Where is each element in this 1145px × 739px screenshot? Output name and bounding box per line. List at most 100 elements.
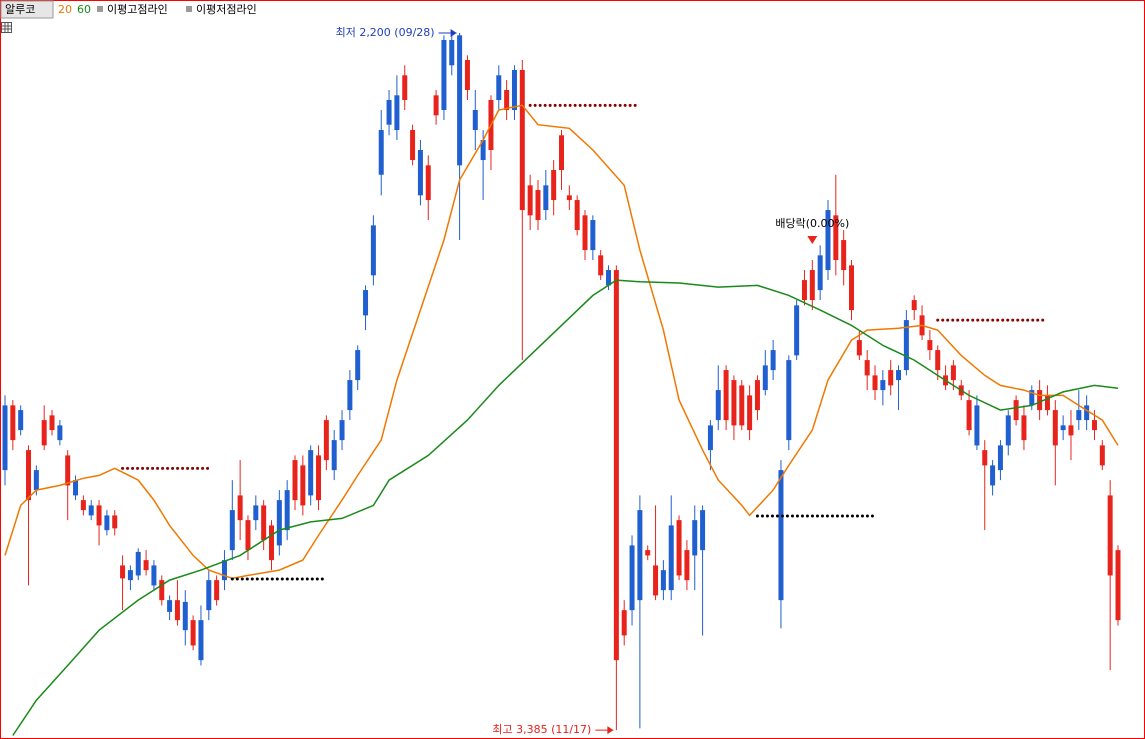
candle-body [308, 450, 314, 496]
candle-body [543, 185, 549, 211]
annotation-arrowhead [607, 726, 614, 735]
candle-body [88, 505, 94, 516]
candle-body [668, 525, 674, 591]
candle-body [1044, 395, 1050, 411]
candle-body [731, 380, 737, 426]
candle-body [49, 415, 55, 431]
candle-body [880, 380, 886, 391]
table-icon-frame[interactable] [1, 22, 12, 33]
candle-body [841, 240, 847, 271]
candle-body [535, 190, 541, 221]
candle-body [817, 255, 823, 291]
candle-body [653, 565, 659, 596]
candle-body [276, 500, 282, 546]
candle-body [417, 150, 423, 196]
candle-body [2, 405, 8, 471]
legend-ma: 20 [58, 3, 72, 16]
candle-body [323, 420, 329, 461]
candle-body [1107, 495, 1113, 576]
moving-average-line [12, 279, 1119, 736]
candle-body [700, 510, 706, 551]
candle-body [425, 165, 431, 201]
candle-body [864, 360, 870, 376]
candle-body [559, 135, 564, 171]
candle-body [590, 220, 596, 251]
candle-body [135, 551, 141, 576]
table-icon[interactable] [1, 22, 12, 33]
candle-body [1029, 390, 1035, 406]
candle-body [927, 340, 933, 351]
candle-body [676, 520, 682, 576]
candle-body [363, 290, 369, 316]
annotation-arrowhead [450, 28, 457, 37]
candle-body [872, 375, 878, 391]
candle-body [159, 580, 165, 601]
candle-body [935, 350, 941, 371]
legend-low-lines: 이평저점라인 [196, 3, 257, 16]
candle-body [645, 550, 651, 556]
candle-body [167, 600, 173, 612]
candle-body [1060, 425, 1066, 431]
candle-body [692, 520, 698, 556]
candle-body [237, 495, 243, 521]
candle-body [347, 380, 353, 411]
candle-body [261, 505, 267, 541]
candle-body [551, 170, 557, 201]
candle-body [519, 70, 525, 211]
candle-body [18, 410, 24, 431]
candle-body [997, 445, 1003, 471]
candle-body [284, 490, 290, 531]
candle-body [229, 510, 235, 551]
candle-body [762, 365, 768, 391]
candle-body [747, 395, 753, 431]
candle-body [370, 225, 376, 276]
candle-body [41, 420, 47, 446]
plot: 최저 2,200 (09/28) 최고 3,385 (11/17) 배당락(0.00… [2, 26, 1121, 736]
annotation-label: 최고 3,385 (11/17) [492, 723, 591, 736]
candle-body [449, 40, 455, 66]
candle-body [754, 380, 760, 411]
candle-body [73, 480, 79, 496]
candle-body [629, 545, 635, 611]
candle-body [950, 365, 956, 381]
candle-body [112, 515, 118, 529]
candle-body [621, 610, 627, 636]
candle-body [316, 455, 322, 501]
candle-body [80, 500, 86, 511]
annotation-label: 최저 2,200 (09/28) [336, 26, 435, 39]
candle-body [355, 350, 361, 381]
candle-body [300, 465, 306, 506]
candle-body [143, 560, 149, 571]
candle-body [1115, 550, 1121, 621]
candle-body [198, 620, 204, 661]
candle-body [174, 600, 180, 621]
candle-body [574, 200, 580, 231]
candle-body [888, 370, 894, 386]
candle-body [849, 265, 855, 311]
candle-body [825, 210, 831, 271]
candle-body [1099, 445, 1105, 466]
candle-body [637, 510, 643, 601]
candle-body [1076, 410, 1082, 421]
candle-body [120, 565, 126, 579]
candle-body [1068, 425, 1074, 436]
candle-body [684, 550, 690, 581]
candle-body [770, 350, 776, 371]
candle-body [527, 185, 533, 216]
candle-body [903, 320, 909, 371]
candle-body [598, 255, 604, 276]
candle-body [966, 400, 972, 431]
candle-body [974, 405, 980, 446]
candle-body [190, 620, 196, 646]
candle-body [911, 300, 917, 311]
candle-body [1091, 420, 1097, 431]
candle-body [496, 75, 502, 101]
candle-body [433, 95, 439, 116]
candle-body [464, 60, 470, 91]
candle-body [339, 420, 345, 441]
candle-body [65, 455, 71, 486]
candle-body [990, 465, 996, 486]
candle-body [253, 505, 259, 521]
candle-body [801, 280, 807, 301]
candle-body [386, 100, 392, 125]
